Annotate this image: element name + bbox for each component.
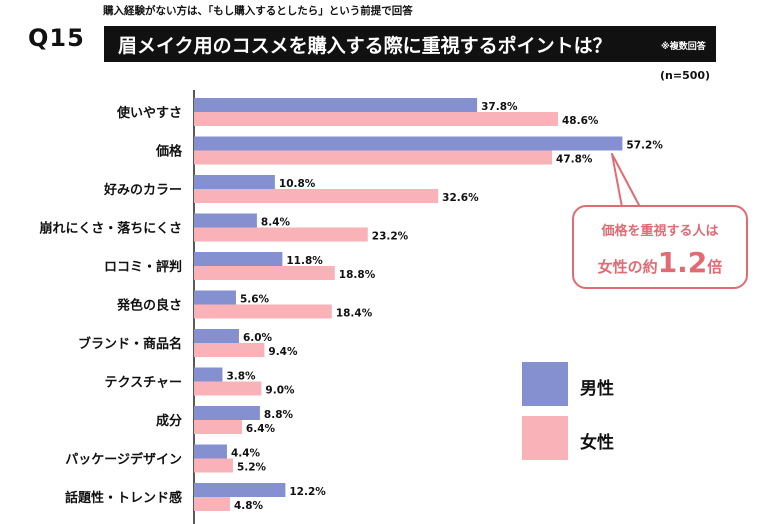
bar-female — [194, 420, 242, 434]
value-label: 8.4% — [261, 217, 291, 229]
category-label: 使いやすさ — [116, 105, 182, 121]
bar-male — [194, 98, 478, 112]
category-label: ロコミ・評判 — [104, 259, 182, 275]
value-label: 18.8% — [339, 269, 376, 281]
value-label: 48.6% — [562, 115, 599, 127]
bar-male — [194, 444, 227, 459]
bar-male — [194, 367, 223, 382]
legend-swatch-female — [522, 416, 568, 460]
value-label: 47.8% — [556, 154, 593, 166]
bar-female — [194, 189, 439, 203]
question-title-note: ※複数回答 — [661, 42, 706, 52]
sample-size: (n=500) — [660, 69, 711, 82]
category-label: 発色の良さ — [116, 298, 182, 314]
bar-male — [194, 483, 286, 497]
question-title: 眉メイク用のコスメを購入する際に重視するポイントは？ — [118, 35, 612, 57]
value-label: 9.0% — [265, 385, 295, 397]
bar-female — [194, 150, 553, 165]
bar-female — [194, 304, 332, 319]
callout-value: 1.2 — [657, 246, 708, 279]
value-label: 4.8% — [234, 500, 264, 512]
bar-male — [194, 175, 275, 189]
bar-male — [194, 329, 239, 343]
value-label: 32.6% — [442, 192, 479, 204]
value-label: 5.6% — [240, 294, 270, 306]
bar-female — [194, 112, 559, 126]
value-label: 11.8% — [286, 255, 323, 267]
value-label: 10.8% — [279, 178, 316, 190]
callout-prefix: 女性の約 — [597, 258, 658, 276]
value-label: 23.2% — [372, 231, 409, 243]
value-label: 6.4% — [246, 423, 276, 435]
bar-female — [194, 381, 262, 396]
category-label: 好みのカラー — [103, 182, 182, 198]
bar-female — [194, 343, 265, 357]
value-label: 12.2% — [289, 486, 326, 498]
value-label: 18.4% — [336, 308, 373, 320]
category-label: テクスチャー — [105, 376, 182, 391]
header-note: 購入経験がない方は、「もし購入するとしたら」という前提で回答 — [103, 5, 413, 17]
legend-label-female: 女性 — [580, 433, 614, 453]
value-label: 8.8% — [264, 409, 294, 421]
value-label: 4.4% — [231, 448, 261, 460]
category-label: 価格 — [155, 144, 183, 160]
callout-suffix: 倍 — [707, 258, 723, 276]
callout-line2: 女性の約1.2倍 — [572, 246, 748, 279]
bar-male — [194, 290, 236, 305]
legend-swatch-male — [522, 362, 568, 406]
callout-line1: 価格を重視する人は — [601, 224, 719, 239]
value-label: 5.2% — [237, 462, 267, 474]
bar-female — [194, 497, 230, 511]
question-title-bar — [104, 26, 716, 62]
bar-male — [194, 252, 283, 266]
callout-box — [572, 205, 748, 289]
category-label: ブランド・商品名 — [78, 336, 182, 352]
bar-female — [194, 266, 335, 280]
category-label: 成分 — [156, 413, 182, 429]
callout-pointer — [611, 153, 641, 208]
category-label: パッケージデザイン — [65, 452, 182, 468]
bar-male — [194, 406, 260, 420]
bar-female — [194, 227, 368, 242]
bar-male — [194, 213, 257, 228]
value-label: 37.8% — [481, 101, 518, 113]
legend-label-male: 男性 — [580, 379, 614, 399]
category-label: 話題性・トレンド感 — [65, 490, 182, 506]
value-label: 9.4% — [268, 346, 298, 358]
category-label: 崩れにくさ・落ちにくさ — [40, 221, 182, 237]
value-label: 3.8% — [226, 371, 256, 383]
question-number: Q15 — [28, 24, 85, 52]
value-label: 6.0% — [243, 332, 273, 344]
value-label: 57.2% — [626, 140, 663, 152]
bar-male — [194, 136, 623, 151]
bar-female — [194, 458, 233, 473]
